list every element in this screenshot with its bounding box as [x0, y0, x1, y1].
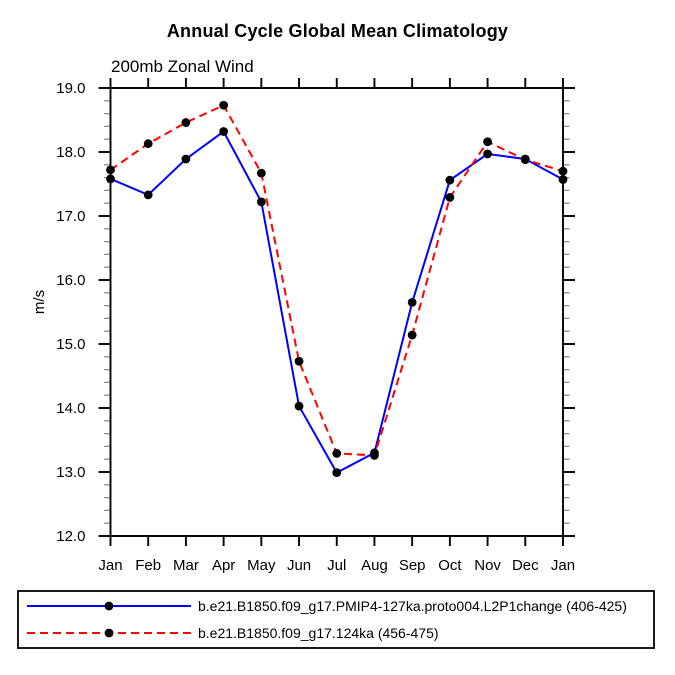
data-point-marker-series-1 — [294, 356, 304, 366]
data-point-marker-series-0 — [558, 175, 568, 184]
x-axis-tick-label: Nov — [474, 557, 501, 574]
x-axis-tick-label: Jul — [327, 557, 346, 574]
y-axis-tick-label: 19.0 — [56, 80, 85, 97]
data-point-marker-series-0 — [143, 190, 153, 200]
plot-frame — [109, 87, 564, 537]
data-point-marker-series-1 — [143, 139, 153, 149]
y-axis-tick-label: 13.0 — [56, 464, 85, 481]
data-point-marker-series-1 — [106, 165, 115, 175]
legend-sample-marker — [104, 628, 114, 638]
data-point-marker-series-1 — [219, 100, 229, 110]
x-axis-tick-label: Jan — [551, 557, 575, 574]
data-point-marker-series-0 — [332, 468, 342, 478]
legend-line-sample-red-dashed — [27, 628, 191, 638]
data-point-marker-series-1 — [370, 450, 379, 460]
chart-subtitle: 200mb Zonal Wind — [111, 57, 254, 76]
data-point-marker-series-0 — [483, 149, 492, 159]
x-axis-tick-label: Dec — [512, 557, 539, 574]
x-axis-tick-label: May — [247, 557, 276, 574]
x-axis-tick-label: Jun — [287, 557, 311, 574]
legend-item-series-1: b.e21.B1850.f09_g17.124ka (456-475) — [23, 621, 653, 646]
legend-item-series-0: b.e21.B1850.f09_g17.PMIP4-127ka.proto004… — [23, 594, 653, 619]
x-axis-tick-label: Apr — [212, 557, 235, 574]
legend-label-series-0: b.e21.B1850.f09_g17.PMIP4-127ka.proto004… — [198, 598, 627, 614]
data-point-marker-series-0 — [294, 401, 304, 411]
y-axis-title: m/s — [31, 290, 48, 314]
data-point-marker-series-0 — [445, 175, 455, 185]
data-point-marker-series-1 — [407, 330, 417, 340]
x-axis-tick-label: Mar — [173, 557, 199, 574]
x-axis-tick-label: Sep — [399, 557, 426, 574]
x-axis-tick-label: Feb — [135, 557, 161, 574]
data-point-marker-series-1 — [256, 168, 266, 178]
data-point-marker-series-0 — [256, 197, 266, 207]
data-point-marker-series-0 — [181, 154, 191, 164]
series-line-0 — [110, 130, 564, 474]
y-axis-tick-label: 16.0 — [56, 272, 85, 289]
series-line-1 — [109, 103, 564, 457]
legend-label-series-1: b.e21.B1850.f09_g17.124ka (456-475) — [198, 625, 439, 641]
x-axis-tick-label: Jan — [98, 557, 122, 574]
x-axis-tick-label: Oct — [438, 557, 462, 574]
data-point-marker-series-1 — [445, 193, 455, 202]
data-point-marker-series-0 — [106, 174, 115, 184]
legend-box: b.e21.B1850.f09_g17.PMIP4-127ka.proto004… — [17, 590, 655, 649]
data-point-marker-series-1 — [181, 118, 191, 127]
data-point-marker-series-0 — [219, 127, 229, 136]
chart-canvas: 12.0 13.0 14.0 15.0 16.0 17.0 18.0 19.0 Jan Feb Ma… — [31, 78, 575, 574]
x-axis-tick-label: Aug — [361, 557, 388, 574]
legend-line-sample-blue-solid — [27, 601, 191, 611]
y-axis-tick-label: 12.0 — [56, 528, 85, 545]
data-point-marker-series-1 — [520, 155, 530, 165]
y-axis-tick-label: 14.0 — [56, 400, 85, 417]
data-point-marker-series-0 — [407, 298, 417, 307]
y-axis-tick-label: 15.0 — [56, 336, 85, 353]
data-point-marker-series-1 — [483, 137, 492, 147]
data-point-marker-series-1 — [558, 166, 568, 176]
y-axis-tick-label: 17.0 — [56, 208, 85, 225]
data-point-marker-series-1 — [332, 449, 342, 458]
legend-sample-marker — [104, 601, 114, 611]
chart-title: Annual Cycle Global Mean Climatology — [166, 21, 509, 41]
y-axis-tick-label: 18.0 — [56, 144, 85, 161]
